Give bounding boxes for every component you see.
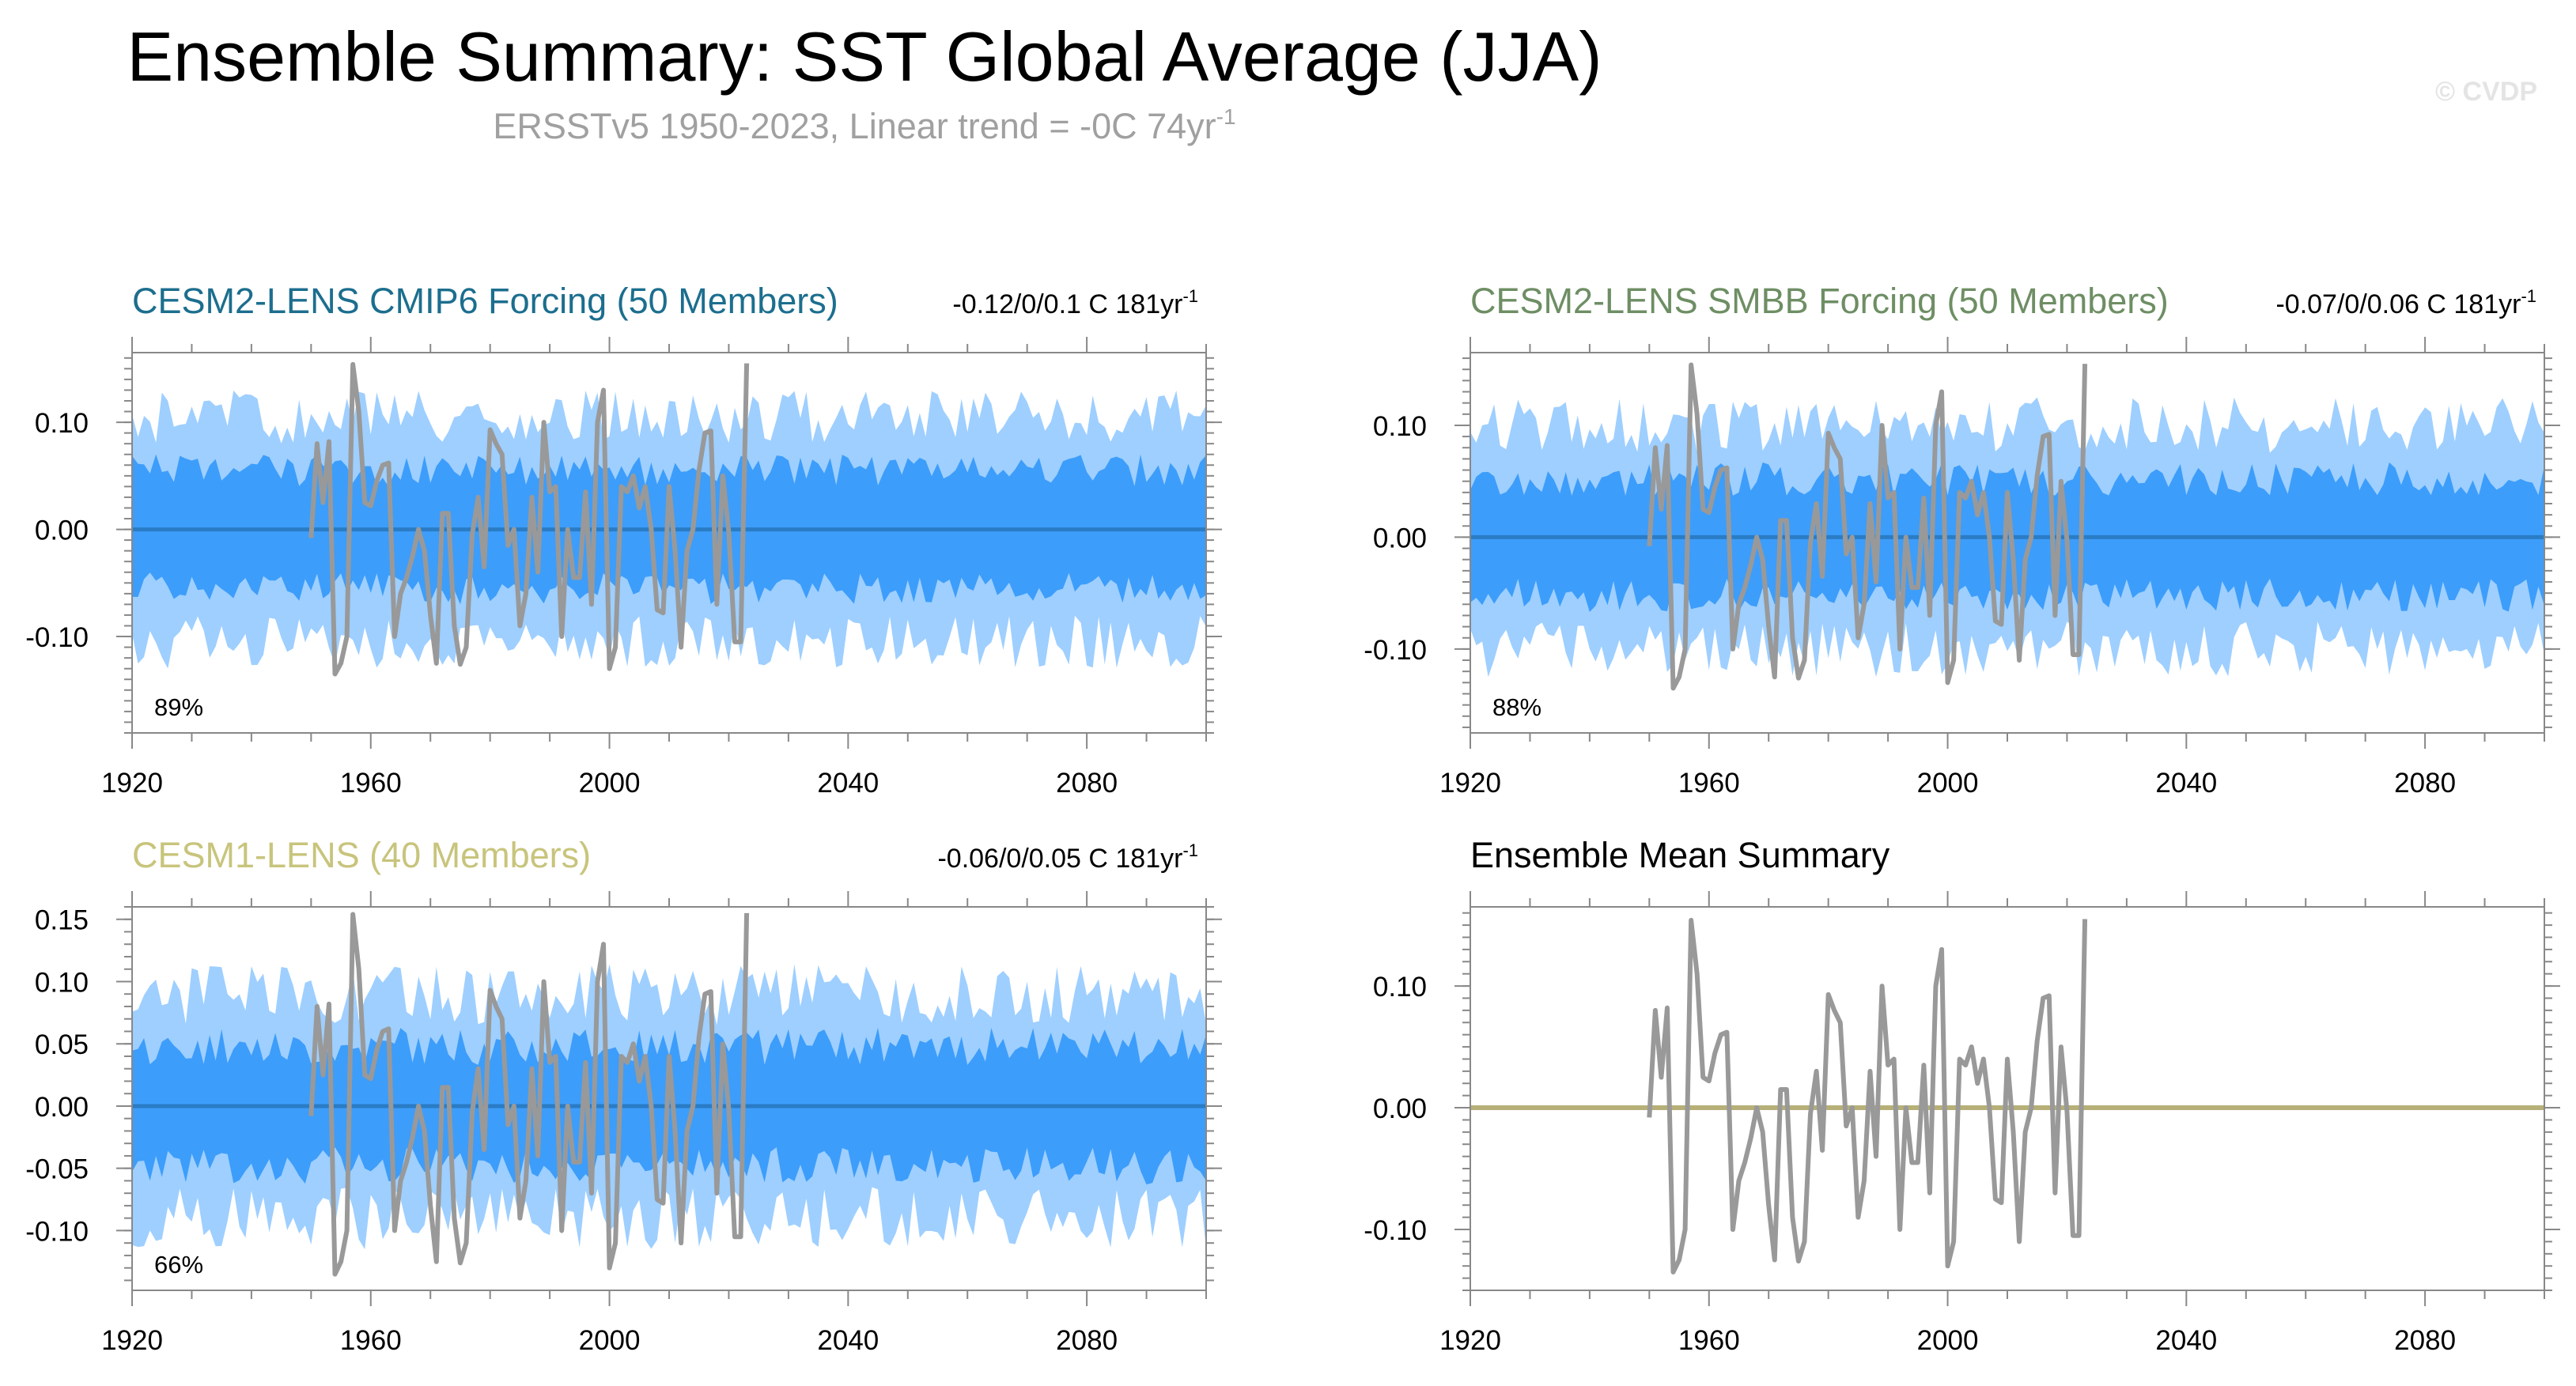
x-tick-label: 2040 xyxy=(2155,768,2217,799)
x-tick-label: 2000 xyxy=(1917,1325,1979,1356)
x-tick-label: 2080 xyxy=(2394,1325,2456,1356)
y-tick-label: 0.15 xyxy=(35,905,89,936)
x-tick-label: 2040 xyxy=(817,1325,879,1356)
observations-line xyxy=(1647,362,2088,691)
panel-title: Ensemble Mean Summary xyxy=(1470,835,1890,875)
percent-label: 66% xyxy=(154,1251,203,1278)
y-tick-label: -0.10 xyxy=(25,622,89,653)
y-axis: 0.10 0.00 -0.10 xyxy=(25,357,1222,734)
copyright-label: © CVDP xyxy=(2435,77,2537,107)
x-tick-label: 1960 xyxy=(1678,1325,1740,1356)
figure-subtitle: ERSSTv5 1950-2023, Linear trend = -0C 74… xyxy=(493,104,1235,146)
x-tick-label: 2080 xyxy=(1056,768,1118,799)
y-axis: 0.10 0.00 -0.10 xyxy=(1364,912,2560,1291)
x-tick-label: 1960 xyxy=(1678,768,1740,799)
x-axis: 1920 1960 2000 2040 2080 xyxy=(1439,337,2545,799)
trend-range-label: -0.07/0/0.06 C 181yr-1 xyxy=(2275,286,2536,319)
subtitle-text: ERSSTv5 1950-2023, Linear trend = -0C 74… xyxy=(493,106,1216,146)
y-tick-label: 0.00 xyxy=(1373,1093,1427,1124)
x-tick-label: 2000 xyxy=(579,768,641,799)
panel-title: CESM1-LENS (40 Members) xyxy=(132,835,591,875)
panel-title: CESM2-LENS SMBB Forcing (50 Members) xyxy=(1470,281,2169,321)
x-axis: 1920 1960 2000 2040 2080 xyxy=(101,891,1207,1356)
percent-label: 89% xyxy=(154,693,203,721)
y-tick-label: -0.10 xyxy=(1364,635,1427,666)
plot-area xyxy=(1470,917,2544,1275)
panel-cesm1-lens: 1920 1960 2000 2040 2080 0.15 0.10 0.05 0.00 -0.0… xyxy=(25,835,1222,1356)
x-axis: 1920 1960 2000 2040 2080 xyxy=(1439,891,2545,1356)
y-tick-label: 0.10 xyxy=(1373,972,1427,1003)
panel-cesm2-cmip6: 1920 1960 2000 2040 2080 0.10 0.00 -0.10 CESM2-L… xyxy=(25,281,1222,799)
x-tick-label: 2040 xyxy=(817,768,879,799)
y-tick-label: 0.00 xyxy=(35,516,89,546)
x-tick-label: 1920 xyxy=(101,768,163,799)
x-tick-label: 1960 xyxy=(340,1325,402,1356)
x-tick-label: 2040 xyxy=(2155,1325,2217,1356)
y-axis: 0.10 0.00 -0.10 xyxy=(1364,357,2560,728)
y-tick-label: -0.10 xyxy=(25,1216,89,1247)
percent-label: 88% xyxy=(1492,693,1541,721)
x-axis: 1920 1960 2000 2040 2080 xyxy=(101,337,1207,799)
figure-title: Ensemble Summary: SST Global Average (JJ… xyxy=(127,17,1602,96)
x-tick-label: 2080 xyxy=(2394,768,2456,799)
x-tick-label: 2000 xyxy=(1917,768,1979,799)
y-tick-label: 0.10 xyxy=(35,408,89,439)
y-tick-label: -0.10 xyxy=(1364,1215,1427,1246)
panel-title: CESM2-LENS CMIP6 Forcing (50 Members) xyxy=(132,281,838,321)
y-tick-label: -0.05 xyxy=(25,1154,89,1185)
x-tick-label: 2080 xyxy=(1056,1325,1118,1356)
x-tick-label: 1920 xyxy=(101,1325,163,1356)
y-tick-label: 0.00 xyxy=(1373,523,1427,553)
plot-area xyxy=(1470,362,2544,691)
trend-range-label: -0.12/0/0.1 C 181yr-1 xyxy=(952,286,1198,319)
y-tick-label: 0.05 xyxy=(35,1029,89,1060)
y-tick-label: 0.10 xyxy=(1373,411,1427,442)
trend-range-label: -0.06/0/0.05 C 181yr-1 xyxy=(937,840,1198,874)
x-tick-label: 1960 xyxy=(340,768,402,799)
panel-cesm2-smbb: 1920 1960 2000 2040 2080 0.10 0.00 -0.10 CESM2-L… xyxy=(1364,281,2560,799)
subtitle-superscript: -1 xyxy=(1216,104,1236,129)
x-tick-label: 2000 xyxy=(579,1325,641,1356)
observations-line xyxy=(308,361,750,677)
y-tick-label: 0.10 xyxy=(35,967,89,998)
observations-line xyxy=(1647,917,2088,1275)
observations-line xyxy=(308,912,750,1277)
panel-ensemble-mean-summary: 1920 1960 2000 2040 2080 0.10 0.00 -0.10 Ensembl… xyxy=(1364,835,2560,1356)
plot-area xyxy=(132,361,1206,677)
plot-area xyxy=(132,912,1206,1277)
x-tick-label: 1920 xyxy=(1439,1325,1501,1356)
y-axis: 0.15 0.10 0.05 0.00 -0.05 -0.10 xyxy=(25,905,1222,1282)
x-tick-label: 1920 xyxy=(1439,768,1501,799)
y-tick-label: 0.00 xyxy=(35,1092,89,1123)
